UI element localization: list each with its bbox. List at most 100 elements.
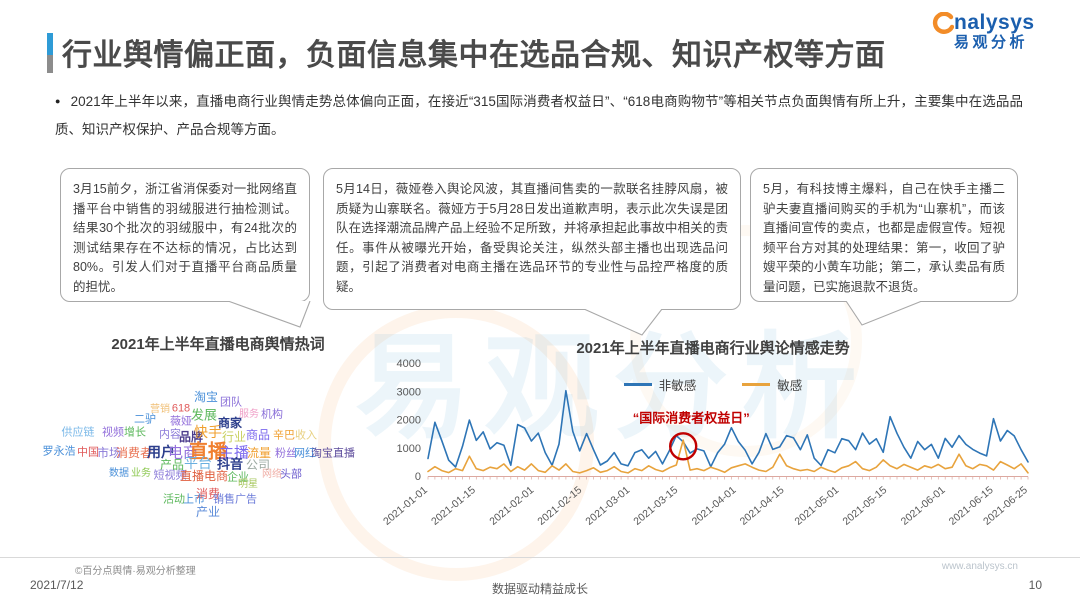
wordcloud-word: 粉丝: [275, 447, 297, 460]
bubble-text: 5月，有科技博主爆料，自己在快手主播二驴夫妻直播间购买的手机为“山寨机”，而该直…: [763, 182, 1005, 294]
svg-text:2021-03-15: 2021-03-15: [631, 484, 680, 528]
footer-divider: [0, 557, 1080, 558]
wordcloud-word: 团队: [220, 396, 242, 409]
wordcloud-word: 抖音: [216, 456, 244, 472]
footer-date: 2021/7/12: [30, 578, 84, 592]
svg-text:2021-04-15: 2021-04-15: [738, 484, 787, 528]
wordcloud-word: 快手: [194, 424, 222, 440]
wordcloud-word: 活动: [163, 493, 185, 506]
svg-text:0: 0: [415, 471, 421, 483]
wordcloud-word: 消费: [195, 487, 221, 501]
event-bubble-2: 5月14日，薇娅卷入舆论风波，其直播间售卖的一款联名挂脖风扇，被质疑为山寨联名。…: [323, 168, 741, 310]
legend-label: 敏感: [777, 379, 803, 393]
wordcloud-word: 淘宝直播: [311, 447, 355, 460]
wordcloud-word: 机构: [261, 408, 283, 421]
wordcloud-word: 淘宝: [193, 390, 219, 404]
wordcloud-word: 商品: [245, 428, 271, 442]
chart-legend: 非敏感 敏感: [383, 375, 1043, 394]
bubble-tail-icon: [227, 301, 311, 328]
source-note: ©百分点舆情·易观分析整理: [75, 566, 196, 577]
bubble-tail-icon: [845, 301, 923, 326]
svg-text:2021-01-01: 2021-01-01: [383, 484, 430, 528]
wordcloud-word: 上市: [183, 493, 205, 506]
wordcloud-word: 供应链: [61, 426, 95, 439]
svg-text:4000: 4000: [397, 358, 421, 370]
svg-text:1000: 1000: [397, 443, 421, 455]
page-number: 10: [1028, 578, 1042, 592]
wordcloud-word: 直播电商: [179, 469, 229, 483]
wordcloud-word: 增长: [124, 426, 146, 439]
wordcloud-word: 中国: [77, 446, 99, 459]
wordcloud-word: 618: [171, 402, 191, 415]
wordcloud-word: 主播: [218, 444, 250, 462]
wordcloud-word: 业务: [131, 468, 151, 479]
wordcloud-word: 网红: [294, 447, 316, 460]
wordcloud-word: 薇娅: [170, 415, 192, 428]
logo-wordmark: nalysys: [954, 11, 1035, 34]
wordcloud-word: 流量: [246, 446, 272, 460]
bubble-text: 3月15前夕，浙江省消保委对一批网络直播平台中销售的羽绒服进行抽检测试。结果30…: [73, 182, 297, 294]
logo-swoosh-icon: [930, 11, 955, 34]
intro-bullet: ● 2021年上半年以来，直播电商行业舆情走势总体偏向正面，在接近“315国际消费…: [55, 88, 1023, 143]
wordcloud-word: 网络: [262, 469, 282, 480]
svg-text:2021-03-01: 2021-03-01: [583, 484, 632, 528]
wordcloud-word: 发展: [190, 407, 218, 423]
svg-text:2021-05-15: 2021-05-15: [840, 484, 889, 528]
wordcloud-title: 2021年上半年直播电商舆情热词: [111, 336, 325, 353]
svg-text:2021-02-15: 2021-02-15: [535, 484, 584, 528]
svg-text:2021-06-01: 2021-06-01: [899, 484, 948, 528]
wordcloud-word: 内容: [159, 428, 181, 441]
legend-line-icon: [623, 383, 652, 386]
title-accent-bar: [47, 33, 53, 73]
analysys-logo: nalysys 易观分析: [930, 11, 1048, 52]
logo-cn-wordmark: 易观分析: [954, 34, 1029, 52]
wordcloud-word: 产品: [159, 458, 185, 472]
svg-text:2021-01-15: 2021-01-15: [429, 484, 478, 528]
wordcloud-word: 头部: [280, 468, 302, 481]
wordcloud-word: 数据: [109, 468, 129, 479]
wordcloud-word: 销售广告: [213, 493, 257, 506]
wordcloud-word: 企业: [227, 471, 249, 484]
wordcloud-word: 明星: [238, 479, 258, 490]
wordcloud-word: 消费者: [115, 446, 153, 460]
wordcloud-word: 辛巴: [273, 429, 295, 442]
bubble-text: 5月14日，薇娅卷入舆论风波，其直播间售卖的一款联名挂脖风扇，被质疑为山寨联名。…: [336, 182, 728, 294]
wordcloud-word: 市场: [96, 446, 122, 460]
wordcloud-word: 视频: [102, 426, 124, 439]
wordcloud-word: 营销: [150, 404, 170, 415]
wordcloud-word: 品牌: [178, 430, 204, 444]
wordcloud-word: 收入: [295, 429, 317, 442]
chart-section: 2021年上半年直播电商行业舆论情感走势 非敏感 敏感 4000 3000 2000…: [383, 333, 1043, 583]
legend-line-icon: [742, 383, 771, 386]
event-bubble-3: 5月，有科技博主爆料，自己在快手主播二驴夫妻直播间购买的手机为“山寨机”，而该直…: [750, 168, 1018, 302]
wordcloud-canvas: 淘宝 团队营销 618 发展 服务 机构 二驴 薇娅 商家供应链 视频 增长 内容 品牌 快手 行业 商品 辛巴…: [38, 382, 383, 537]
wordcloud-word: 商家: [217, 416, 243, 430]
svg-text:“国际消费者权益日”: “国际消费者权益日”: [633, 410, 750, 425]
footer-slogan: 数据驱动精益成长: [491, 582, 588, 596]
wordcloud-word: 罗永浩: [42, 445, 76, 458]
svg-text:2021-05-01: 2021-05-01: [792, 484, 841, 528]
wordcloud-word: 行业: [221, 430, 247, 444]
chart-title: 2021年上半年直播电商行业舆论情感走势: [576, 340, 850, 357]
wordcloud-word: 短视频: [153, 469, 187, 482]
wordcloud-word: 用户: [147, 444, 175, 460]
svg-text:2021-04-01: 2021-04-01: [690, 484, 739, 528]
svg-text:2000: 2000: [397, 415, 421, 427]
event-bubble-1: 3月15前夕，浙江省消保委对一批网络直播平台中销售的羽绒服进行抽检测试。结果30…: [60, 168, 310, 302]
page-title: 行业舆情偏正面，负面信息集中在选品合规、知识产权等方面: [62, 39, 886, 72]
wordcloud-word: 服务: [239, 409, 259, 420]
svg-text:2021-02-01: 2021-02-01: [487, 484, 536, 528]
legend-item-nonsensitive: 非敏感: [623, 375, 697, 394]
wordcloud-word: 二驴: [134, 413, 156, 426]
intro-text: 2021年上半年以来，直播电商行业舆情走势总体偏向正面，在接近“315国际消费者…: [55, 94, 1024, 137]
legend-item-sensitive: 敏感: [742, 375, 802, 394]
wordcloud-word: 平台: [184, 455, 212, 471]
legend-label: 非敏感: [658, 379, 697, 393]
watermark-url: www.analysys.cn: [941, 561, 1018, 572]
wordcloud-word: 电商: [167, 444, 199, 462]
svg-text:3000: 3000: [397, 386, 421, 398]
wordcloud-word: 直播: [188, 441, 228, 463]
bullet-dot-icon: ●: [55, 96, 61, 106]
